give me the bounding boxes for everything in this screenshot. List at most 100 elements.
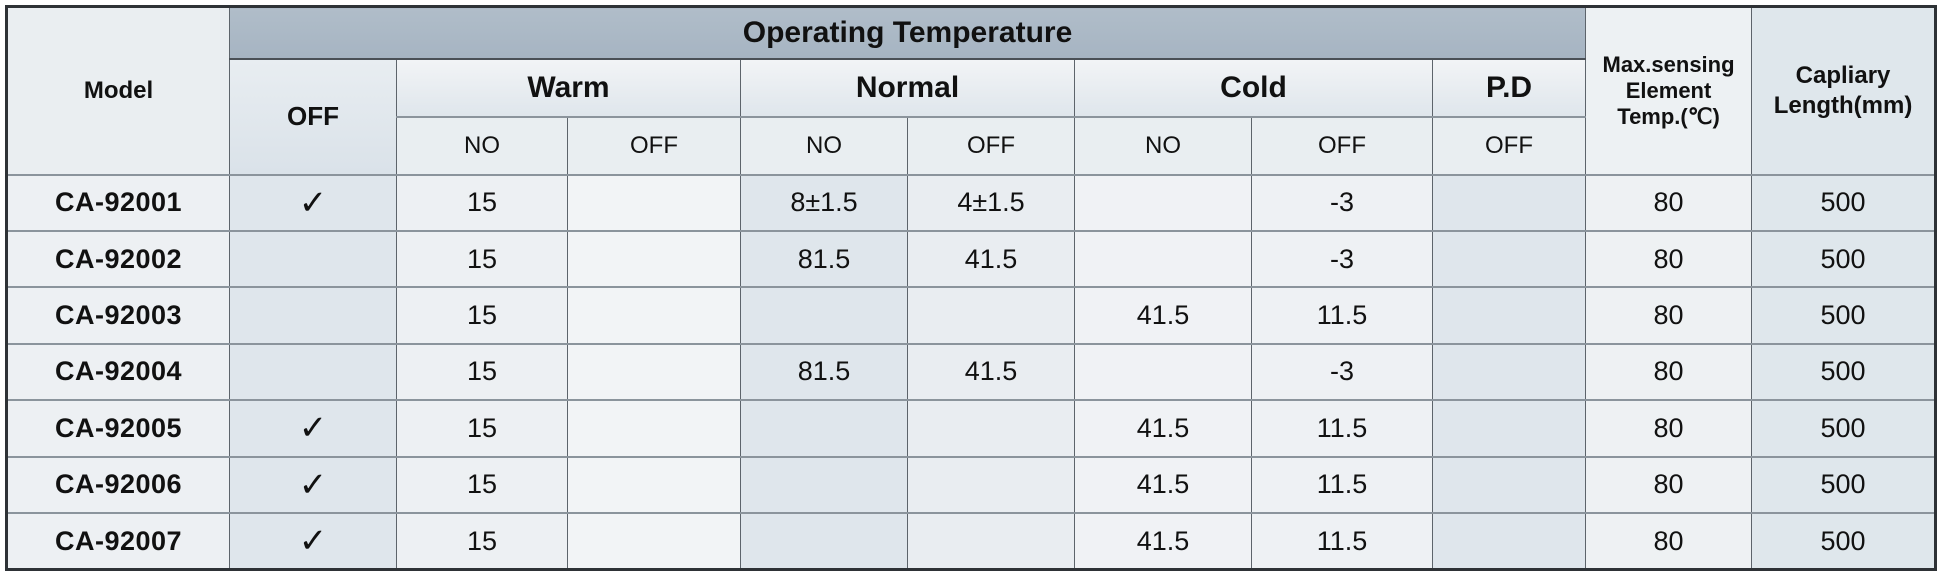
max-temp-cell: 80 <box>1585 455 1752 514</box>
warm-off-subheader: OFF <box>567 115 741 175</box>
cold-no-cell <box>1074 173 1252 231</box>
max-sensing-line-1: Max.sensing <box>1602 51 1735 77</box>
cap-length-cell: 500 <box>1751 173 1936 231</box>
normal-no-cell <box>740 455 908 514</box>
table-row: CA-92001 ✓ 15 8±1.5 4±1.5 -3 80 500 <box>6 173 1936 231</box>
off-check-cell <box>229 342 397 401</box>
table-row: CA-92007 ✓ 15 41.5 11.5 80 500 <box>6 512 1936 570</box>
off-check-cell: ✓ <box>229 455 397 514</box>
cold-no-cell: 41.5 <box>1074 399 1252 457</box>
cap-length-cell: 500 <box>1751 512 1936 570</box>
check-icon: ✓ <box>298 465 328 504</box>
cold-group-header: Cold <box>1074 57 1433 117</box>
operating-temperature-table: Model Operating Temperature Max.sensing … <box>5 5 1938 571</box>
cap-length-cell: 500 <box>1751 342 1936 401</box>
off-check-cell: ✓ <box>229 173 397 231</box>
model-column-header: Model <box>6 5 230 175</box>
cold-off-cell: -3 <box>1251 173 1433 231</box>
cap-length-cell: 500 <box>1751 286 1936 344</box>
normal-off-cell <box>907 455 1075 514</box>
off-check-cell <box>229 286 397 344</box>
table-row: CA-92005 ✓ 15 41.5 11.5 80 500 <box>6 399 1936 457</box>
warm-no-cell: 15 <box>396 399 568 457</box>
max-temp-cell: 80 <box>1585 229 1752 288</box>
pd-off-cell <box>1431 512 1586 570</box>
capliary-line-1: Capliary <box>1795 61 1891 89</box>
check-icon: ✓ <box>298 409 328 448</box>
cold-off-cell: 11.5 <box>1251 399 1433 457</box>
cold-no-cell: 41.5 <box>1074 512 1252 570</box>
cold-off-subheader: OFF <box>1251 115 1433 175</box>
check-icon: ✓ <box>298 183 328 222</box>
normal-off-cell: 41.5 <box>907 342 1075 401</box>
normal-off-cell <box>907 399 1075 457</box>
model-cell: CA-92004 <box>6 342 230 401</box>
warm-off-cell <box>567 399 741 457</box>
pd-group-header: P.D <box>1431 57 1586 117</box>
warm-no-cell: 15 <box>396 173 568 231</box>
warm-no-cell: 15 <box>396 286 568 344</box>
warm-off-cell <box>567 342 741 401</box>
normal-no-cell <box>740 286 908 344</box>
cap-length-cell: 500 <box>1751 399 1936 457</box>
max-temp-cell: 80 <box>1585 342 1752 401</box>
off-check-cell <box>229 229 397 288</box>
warm-off-cell <box>567 286 741 344</box>
max-temp-cell: 80 <box>1585 286 1752 344</box>
warm-group-header: Warm <box>396 57 741 117</box>
table-row: CA-92003 15 41.5 11.5 80 500 <box>6 286 1936 344</box>
cold-off-cell: -3 <box>1251 229 1433 288</box>
pd-off-cell <box>1431 342 1586 401</box>
model-cell: CA-92002 <box>6 229 230 288</box>
warm-off-cell <box>567 229 741 288</box>
cold-no-cell: 41.5 <box>1074 455 1252 514</box>
model-cell: CA-92006 <box>6 455 230 514</box>
pd-off-cell <box>1431 399 1586 457</box>
cold-off-cell: 11.5 <box>1251 286 1433 344</box>
warm-no-subheader: NO <box>396 115 568 175</box>
max-sensing-line-3: Temp.(℃) <box>1617 103 1720 129</box>
pd-off-cell <box>1431 455 1586 514</box>
warm-off-cell <box>567 173 741 231</box>
max-temp-cell: 80 <box>1585 173 1752 231</box>
cold-off-cell: 11.5 <box>1251 455 1433 514</box>
warm-no-cell: 15 <box>396 229 568 288</box>
cold-no-subheader: NO <box>1074 115 1252 175</box>
warm-no-cell: 15 <box>396 455 568 514</box>
max-temp-cell: 80 <box>1585 512 1752 570</box>
normal-no-subheader: NO <box>740 115 908 175</box>
off-check-cell: ✓ <box>229 399 397 457</box>
normal-off-cell <box>907 512 1075 570</box>
warm-off-cell <box>567 512 741 570</box>
warm-no-cell: 15 <box>396 512 568 570</box>
cap-length-cell: 500 <box>1751 229 1936 288</box>
normal-off-cell <box>907 286 1075 344</box>
cold-no-cell <box>1074 229 1252 288</box>
pd-off-subheader: OFF <box>1431 115 1586 175</box>
normal-off-cell: 41.5 <box>907 229 1075 288</box>
pd-off-cell <box>1431 286 1586 344</box>
off-group-header: OFF <box>229 57 397 175</box>
cap-length-cell: 500 <box>1751 455 1936 514</box>
cold-off-cell: -3 <box>1251 342 1433 401</box>
warm-off-cell <box>567 455 741 514</box>
model-cell: CA-92007 <box>6 512 230 570</box>
pd-off-cell <box>1431 229 1586 288</box>
model-cell: CA-92003 <box>6 286 230 344</box>
normal-no-cell <box>740 512 908 570</box>
capliary-line-2: Length(mm) <box>1773 91 1913 119</box>
normal-no-cell: 81.5 <box>740 342 908 401</box>
normal-no-cell: 8±1.5 <box>740 173 908 231</box>
capliary-length-column-header: Capliary Length(mm) <box>1751 5 1936 175</box>
table-row: CA-92004 15 81.5 41.5 -3 80 500 <box>6 342 1936 401</box>
model-cell: CA-92001 <box>6 173 230 231</box>
off-check-cell: ✓ <box>229 512 397 570</box>
warm-no-cell: 15 <box>396 342 568 401</box>
cold-no-cell <box>1074 342 1252 401</box>
normal-group-header: Normal <box>740 57 1075 117</box>
cold-off-cell: 11.5 <box>1251 512 1433 570</box>
table-row: CA-92006 ✓ 15 41.5 11.5 80 500 <box>6 455 1936 514</box>
normal-no-cell: 81.5 <box>740 229 908 288</box>
normal-off-cell: 4±1.5 <box>907 173 1075 231</box>
